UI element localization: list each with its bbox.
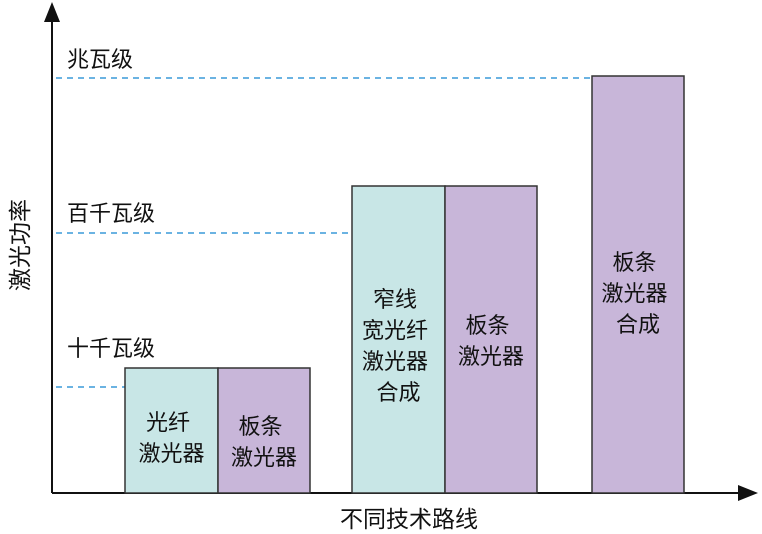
x-axis-arrow-icon — [738, 485, 758, 501]
bar-slab-laser-middle-line-1: 板条 — [465, 314, 509, 339]
bar-narrow-linewidth-fiber-combination-line-3: 激光器 — [362, 350, 428, 375]
bar-fiber-laser-label: 光纤 激光器 — [138, 411, 204, 467]
bar-slab-laser-left-line-2: 激光器 — [231, 446, 297, 471]
bar-slab-laser-left-rect — [217, 367, 311, 494]
level-label-hundred-kilowatt: 百千瓦级 — [67, 202, 155, 227]
bar-slab-laser-combination-line-2: 激光器 — [601, 282, 667, 307]
level-label-megawatt: 兆瓦级 — [67, 48, 133, 73]
bar-narrow-linewidth-fiber-combination-line-2: 宽光纤 — [362, 319, 428, 344]
bar-slab-laser-combination: 板条 激光器 合成 — [591, 75, 685, 494]
bar-narrow-linewidth-fiber-combination-line-4: 合成 — [376, 381, 420, 406]
bar-slab-laser-middle-rect — [444, 185, 538, 494]
bar-narrow-linewidth-fiber-combination-label: 窄线 宽光纤 激光器 合成 — [362, 288, 435, 406]
bar-slab-laser-left-label: 板条 激光器 — [231, 415, 297, 471]
bar-slab-laser-left: 板条 激光器 — [217, 367, 311, 494]
bar-slab-laser-middle-line-2: 激光器 — [458, 345, 524, 370]
x-axis-title: 不同技术路线 — [340, 507, 478, 533]
bar-fiber-laser-rect — [124, 367, 219, 494]
bar-slab-laser-middle: 板条 激光器 — [444, 185, 538, 494]
level-label-ten-kilowatt: 十千瓦级 — [67, 337, 155, 362]
bar-narrow-linewidth-fiber-combination-line-1: 窄线 — [373, 288, 417, 313]
bar-slab-laser-combination-line-3: 合成 — [616, 313, 660, 338]
bar-slab-laser-combination-line-1: 板条 — [612, 251, 656, 276]
y-axis-title: 激光功率 — [8, 199, 34, 291]
bar-slab-laser-left-line-1: 板条 — [238, 415, 282, 440]
bar-slab-laser-middle-label: 板条 激光器 — [458, 314, 524, 370]
bar-narrow-linewidth-fiber-combination: 窄线 宽光纤 激光器 合成 — [351, 185, 446, 494]
y-axis-arrow-icon — [44, 2, 60, 22]
bar-slab-laser-combination-label: 板条 激光器 合成 — [601, 251, 674, 338]
bar-fiber-laser-line-2: 激光器 — [138, 442, 204, 467]
bar-fiber-laser-line-1: 光纤 — [146, 411, 190, 436]
bar-slab-laser-combination-rect — [591, 75, 685, 494]
bar-fiber-laser: 光纤 激光器 — [124, 367, 219, 494]
